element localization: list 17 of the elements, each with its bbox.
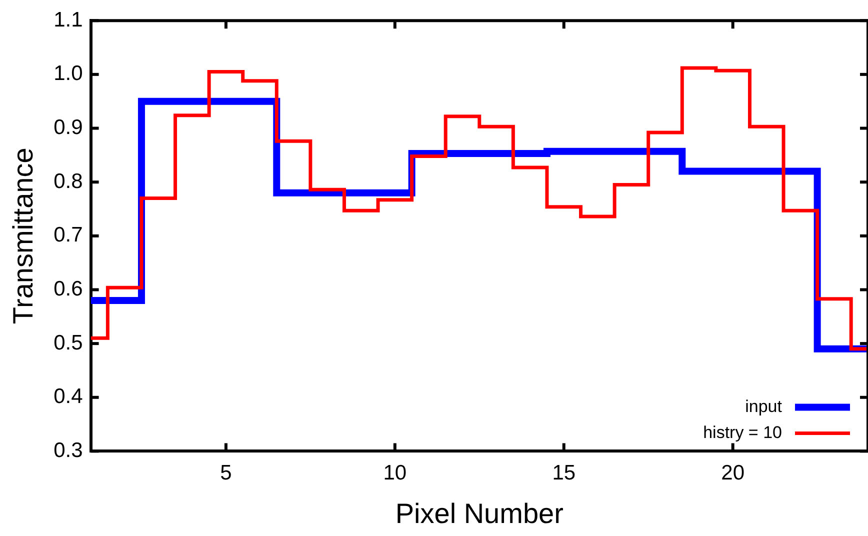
y-tick-label: 0.3 — [54, 438, 83, 462]
y-tick-label: 0.9 — [54, 116, 83, 140]
y-tick-label: 0.7 — [54, 224, 83, 247]
y-tick-label: 1.1 — [54, 8, 83, 32]
y-tick-label: 0.8 — [54, 170, 83, 193]
x-tick-label: 10 — [383, 462, 407, 485]
y-axis-title: Transmittance — [8, 148, 39, 324]
legend-label: input — [745, 396, 782, 416]
y-tick-label: 0.6 — [54, 278, 83, 301]
x-tick-label: 15 — [552, 462, 576, 485]
y-tick-label: 1.0 — [54, 62, 83, 86]
x-tick-label: 5 — [220, 462, 232, 485]
x-axis-title: Pixel Number — [395, 498, 564, 529]
y-tick-label: 0.4 — [54, 385, 84, 408]
x-tick-label: 20 — [721, 462, 745, 485]
legend-label: histry = 10 — [703, 422, 782, 442]
y-tick-label: 0.5 — [54, 331, 83, 354]
